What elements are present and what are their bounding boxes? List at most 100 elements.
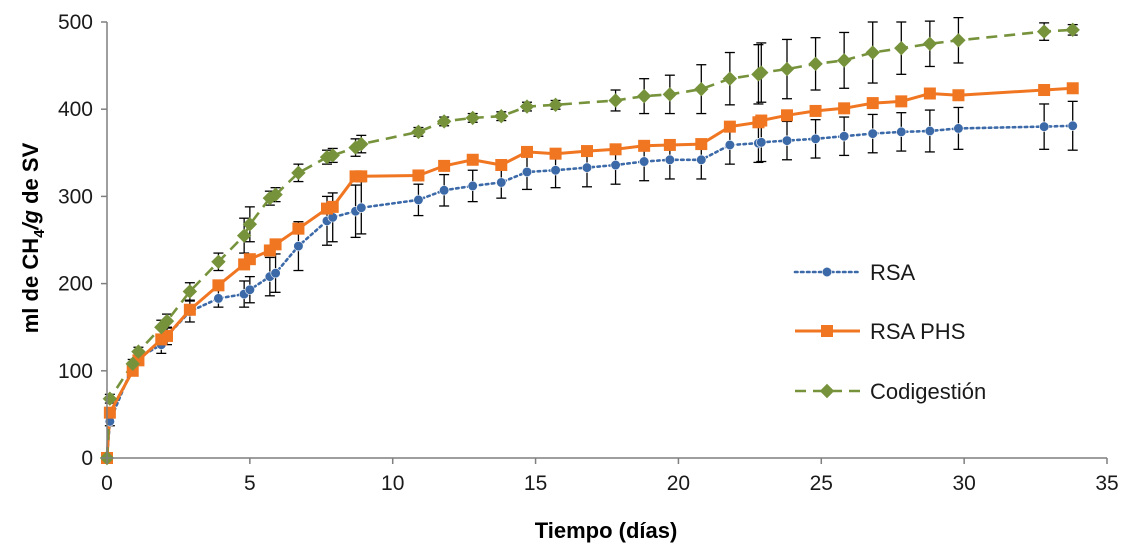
data-point-rsa xyxy=(639,156,650,167)
axes xyxy=(101,21,1108,464)
data-point-rsa xyxy=(610,159,621,171)
data-point-codigestion xyxy=(494,108,509,124)
data-point-codigestion xyxy=(159,313,175,329)
data-point-codigestion xyxy=(1036,24,1052,39)
data-point-rsa xyxy=(953,123,964,134)
y-tick-label: 500 xyxy=(58,11,93,34)
data-point-codigestion xyxy=(319,149,335,165)
y-axis-title-italic: /g xyxy=(18,209,43,230)
data-point-rsa-phs xyxy=(292,222,305,235)
data-point-rsa-phs xyxy=(549,147,562,160)
legend-marker xyxy=(821,266,833,278)
y-tick-label: 200 xyxy=(58,273,93,296)
data-point-rsa-phs xyxy=(723,120,736,133)
data-point-codigestion xyxy=(894,40,909,56)
data-point-rsa xyxy=(867,128,878,139)
data-point-rsa xyxy=(839,131,850,142)
data-point-codigestion xyxy=(922,36,938,51)
data-point-rsa-phs xyxy=(838,102,851,115)
data-point-codigestion xyxy=(754,65,769,80)
data-point-rsa-phs xyxy=(263,244,276,257)
data-point-rsa-phs xyxy=(326,200,339,213)
x-tick-label: 20 xyxy=(667,472,690,495)
data-point-codigestion xyxy=(242,217,258,232)
data-point-codigestion xyxy=(836,53,852,68)
data-point-codigestion xyxy=(182,284,198,299)
x-tick-label: 25 xyxy=(810,472,833,495)
y-tick-label: 0 xyxy=(81,447,93,470)
legend-item-codigestion: Codigestión xyxy=(795,379,986,404)
legend-label: RSA xyxy=(870,260,916,285)
data-point-rsa xyxy=(496,177,507,188)
data-point-rsa-phs xyxy=(183,303,196,316)
y-axis-title-main: ml de CH xyxy=(18,238,43,333)
data-point-codigestion xyxy=(548,97,563,113)
data-point-rsa-phs xyxy=(952,89,965,102)
data-point-codigestion xyxy=(268,187,283,202)
data-point-rsa xyxy=(244,284,255,295)
data-point-rsa-phs xyxy=(809,104,822,117)
legend-marker xyxy=(819,383,835,399)
data-point-rsa-phs xyxy=(581,145,593,158)
legend-label: Codigestión xyxy=(870,379,986,404)
data-point-codigestion xyxy=(608,93,623,108)
y-axis-title: ml de CH4/g de SV xyxy=(18,142,48,333)
data-point-codigestion xyxy=(125,356,140,372)
data-point-rsa xyxy=(413,194,424,205)
data-point-rsa xyxy=(1039,121,1050,132)
data-point-rsa-phs xyxy=(663,138,676,151)
legend-label: RSA PHS xyxy=(870,319,965,344)
data-point-codigestion xyxy=(236,228,252,243)
y-tick-label: 300 xyxy=(58,185,93,208)
data-point-codigestion xyxy=(808,56,823,72)
data-point-rsa-phs xyxy=(412,169,425,182)
data-point-rsa xyxy=(521,166,533,178)
data-point-codigestion xyxy=(1065,22,1080,38)
data-point-codigestion xyxy=(779,61,795,77)
data-point-codigestion xyxy=(951,33,966,48)
data-point-rsa xyxy=(724,139,735,151)
data-point-codigestion xyxy=(519,99,535,114)
data-point-rsa-phs xyxy=(438,159,451,172)
x-tick-label: 5 xyxy=(244,472,256,495)
data-point-rsa-phs xyxy=(1038,84,1051,97)
data-point-rsa xyxy=(467,180,478,192)
tick-labels: 0 100 200 300 400 500 0 5 10 15 20 25 30 35 xyxy=(58,11,1119,495)
data-point-codigestion xyxy=(131,344,146,359)
data-point-codigestion xyxy=(211,254,226,269)
data-point-rsa-phs xyxy=(781,109,793,122)
data-point-codigestion xyxy=(354,136,369,152)
data-point-rsa xyxy=(696,154,707,165)
data-point-rsa xyxy=(439,185,450,196)
legend-marker xyxy=(821,325,833,337)
legend-item-rsa-phs: RSA PHS xyxy=(795,319,965,344)
x-tick-label: 30 xyxy=(952,472,975,495)
series-line-rsa-phs xyxy=(105,86,1073,459)
data-point-codigestion xyxy=(325,148,340,163)
data-point-rsa xyxy=(270,268,281,279)
data-point-rsa-phs xyxy=(269,238,282,251)
data-point-rsa-phs xyxy=(243,253,256,266)
data-point-rsa-phs xyxy=(638,139,651,152)
x-tick-label: 10 xyxy=(381,472,404,495)
data-point-rsa-phs xyxy=(755,114,768,127)
y-axis-title-sub: 4 xyxy=(31,229,48,238)
legend-item-rsa: RSA xyxy=(793,260,916,285)
x-tick-label: 0 xyxy=(101,472,113,495)
data-point-rsa xyxy=(781,135,793,146)
data-point-codigestion xyxy=(291,165,306,181)
data-point-rsa xyxy=(1067,120,1078,131)
series-line-codigestion xyxy=(105,28,1073,459)
data-point-rsa-phs xyxy=(609,143,622,156)
data-point-rsa-phs xyxy=(695,138,708,151)
y-tick-label: 100 xyxy=(58,360,93,383)
data-point-rsa xyxy=(581,162,593,173)
x-tick-label: 15 xyxy=(524,472,547,495)
data-point-codigestion xyxy=(411,124,426,140)
data-point-rsa xyxy=(293,241,304,252)
data-point-codigestion xyxy=(694,81,709,97)
data-point-codigestion xyxy=(722,71,738,86)
data-point-rsa xyxy=(924,125,935,137)
x-tick-label: 35 xyxy=(1095,472,1118,495)
